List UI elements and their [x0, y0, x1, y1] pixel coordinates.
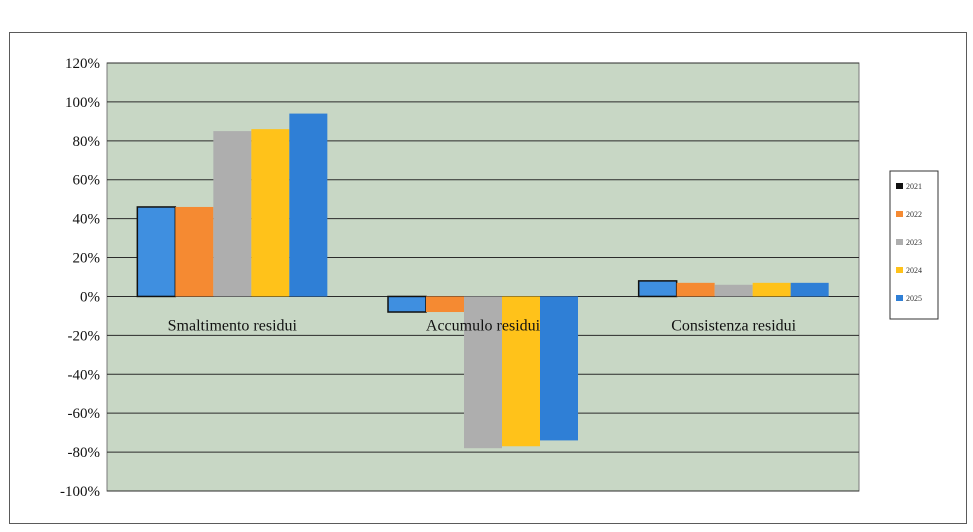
legend-label: 2022 [906, 210, 922, 219]
y-tick-label: 100% [65, 95, 100, 111]
bar-2022 [175, 206, 214, 297]
y-tick-label: -20% [68, 328, 101, 344]
bar-chart: 120% 100% 80% 60% 40% 20% 0% -20% -40% -60% -80% -1… [60, 56, 939, 500]
bar-2023 [213, 131, 252, 297]
bar-2023 [714, 284, 753, 297]
y-tick-label: -100% [60, 484, 100, 500]
legend-swatch [896, 183, 903, 189]
y-tick-label: -40% [68, 367, 101, 383]
category-label: Smaltimento residui [168, 317, 298, 334]
legend-label: 2024 [906, 266, 922, 275]
legend-label: 2021 [906, 182, 922, 191]
legend-label: 2023 [906, 238, 922, 247]
bar-2021 [136, 206, 177, 298]
category-label: Consistenza residui [671, 317, 796, 334]
y-tick-label: 20% [73, 251, 101, 267]
bar-2022 [676, 282, 715, 297]
bar-2024 [251, 129, 290, 297]
y-tick-label: 40% [73, 212, 101, 228]
bar-2025 [289, 113, 328, 297]
y-tick-label: -60% [68, 406, 101, 422]
bar-2024 [502, 296, 540, 447]
bar-2025 [540, 296, 578, 441]
category-label: Accumulo residui [426, 317, 541, 334]
bar-2024 [752, 282, 791, 297]
bar-2022 [426, 296, 464, 313]
chart-frame: 120% 100% 80% 60% 40% 20% 0% -20% -40% -60% -80% -1… [9, 32, 967, 524]
y-tick-label: -80% [68, 445, 101, 461]
y-tick-label: 120% [65, 56, 100, 72]
legend-label: 2025 [906, 294, 922, 303]
y-tick-label: 60% [73, 173, 101, 189]
legend-swatch [896, 295, 903, 301]
bar-2025 [790, 282, 829, 297]
bar-2021 [387, 295, 427, 313]
bar-2023 [464, 296, 502, 449]
legend-swatch [896, 239, 903, 245]
y-tick-label: 80% [73, 134, 101, 150]
bar-2021 [637, 280, 678, 298]
legend-swatch [896, 267, 903, 273]
legend-swatch [896, 211, 903, 217]
y-tick-label: 0% [80, 289, 100, 305]
